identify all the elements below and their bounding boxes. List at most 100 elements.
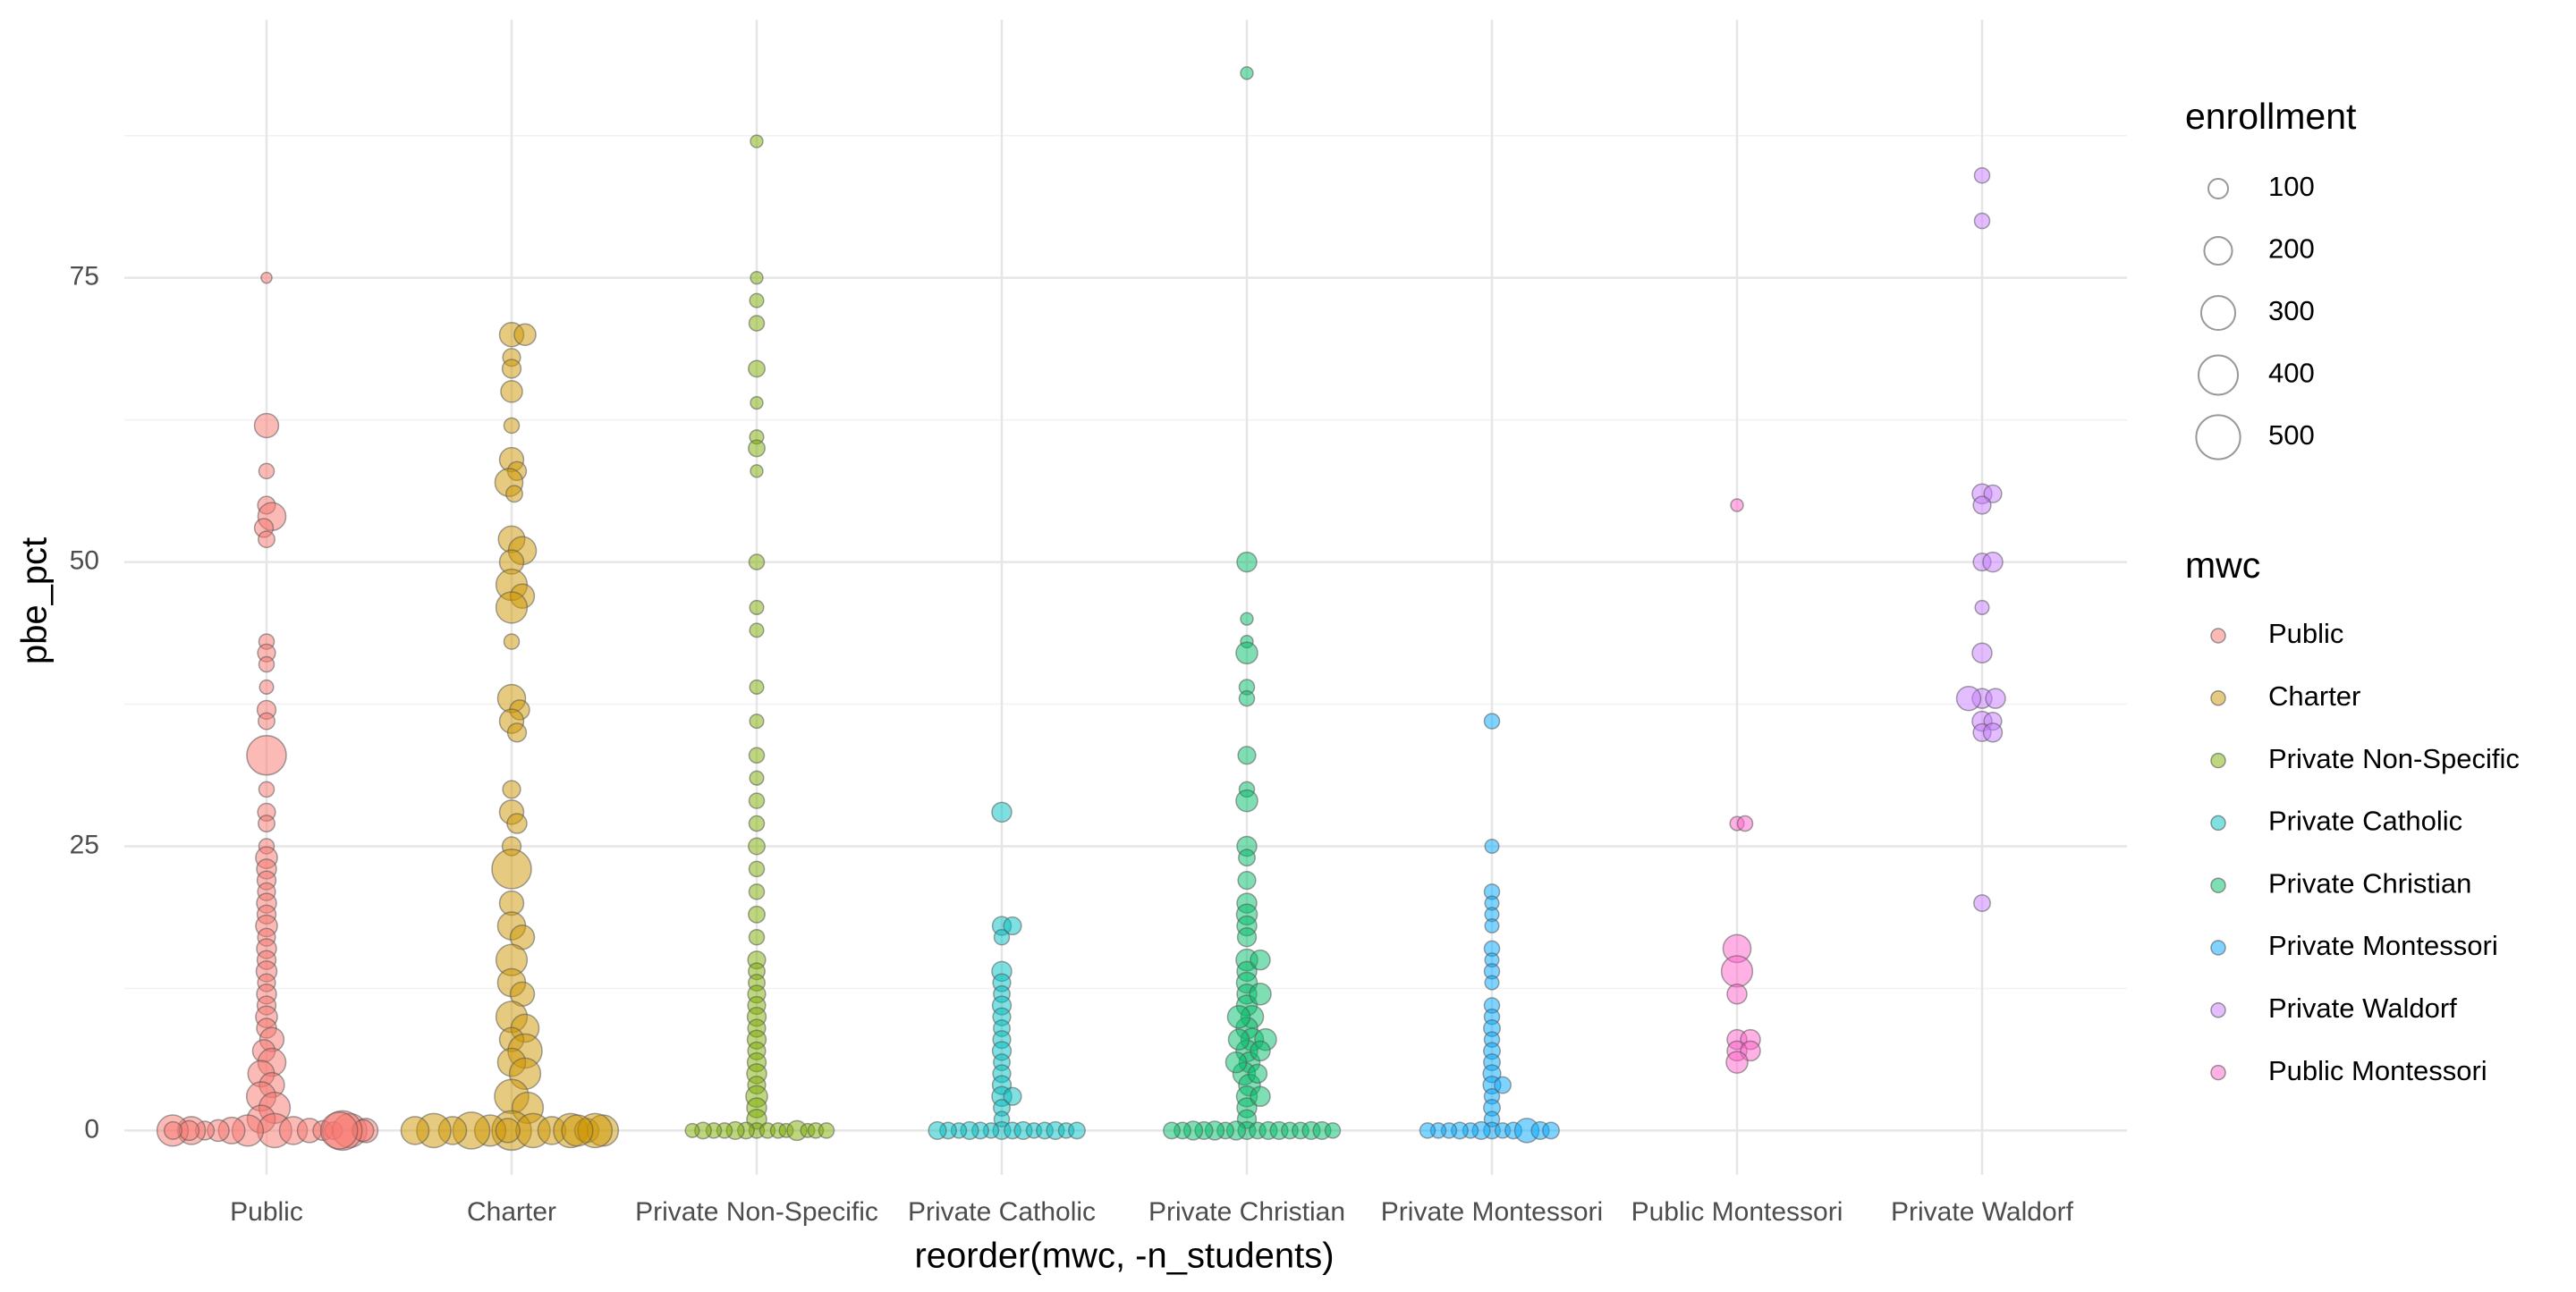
data-point bbox=[321, 1112, 358, 1149]
data-point bbox=[1737, 816, 1752, 832]
data-point bbox=[818, 1123, 834, 1138]
data-point bbox=[507, 814, 527, 833]
data-point bbox=[1325, 1123, 1340, 1138]
data-point bbox=[258, 657, 274, 672]
data-point bbox=[492, 849, 531, 889]
data-point bbox=[1225, 1052, 1246, 1073]
legend-key bbox=[2211, 815, 2225, 830]
data-point bbox=[749, 907, 765, 923]
data-point bbox=[258, 463, 274, 478]
legend-label: Private Non-Specific bbox=[2268, 743, 2520, 774]
legend-label: Public Montessori bbox=[2268, 1055, 2487, 1086]
size-legend-key bbox=[2196, 415, 2240, 459]
data-point bbox=[1250, 1086, 1270, 1106]
data-point bbox=[258, 815, 275, 832]
size-legend-label: 500 bbox=[2268, 419, 2315, 451]
data-point bbox=[928, 1122, 946, 1140]
data-point bbox=[750, 135, 763, 148]
size-legend-key bbox=[2204, 237, 2232, 265]
data-point bbox=[1485, 975, 1499, 990]
legend-label: Private Catholic bbox=[2268, 806, 2462, 837]
data-point bbox=[749, 747, 764, 763]
size-legend-label: 100 bbox=[2268, 171, 2315, 202]
data-point bbox=[1731, 499, 1743, 511]
data-point bbox=[1236, 790, 1258, 812]
size-legend-key bbox=[2201, 296, 2235, 330]
data-point bbox=[1972, 643, 1992, 663]
data-point bbox=[1984, 723, 2003, 742]
x-tick-label: Private Catholic bbox=[908, 1197, 1096, 1227]
data-point bbox=[749, 440, 765, 456]
data-point bbox=[750, 771, 764, 785]
legend-key bbox=[2211, 754, 2225, 768]
data-point bbox=[1973, 496, 1991, 514]
x-axis-title: reorder(mwc, -n_students) bbox=[914, 1237, 1334, 1276]
data-point bbox=[1238, 928, 1257, 947]
data-point bbox=[749, 360, 765, 376]
y-tick-label: 75 bbox=[70, 262, 99, 291]
data-point bbox=[258, 781, 274, 797]
legend-label: Private Christian bbox=[2268, 867, 2471, 899]
data-point bbox=[1484, 714, 1499, 729]
data-point bbox=[1986, 688, 2005, 708]
x-tick-label: Public bbox=[230, 1197, 303, 1227]
data-point bbox=[1485, 919, 1499, 933]
data-point bbox=[749, 554, 764, 570]
data-point bbox=[255, 414, 279, 438]
data-point bbox=[1241, 67, 1253, 80]
legend-key bbox=[2211, 1003, 2225, 1018]
data-point bbox=[750, 465, 763, 477]
x-tick-label: Public Montessori bbox=[1631, 1197, 1843, 1227]
size-legend-label: 200 bbox=[2268, 233, 2315, 265]
data-point bbox=[501, 381, 522, 402]
legend-key bbox=[2211, 878, 2225, 892]
legend-key bbox=[2211, 629, 2225, 643]
data-point bbox=[750, 293, 764, 308]
data-point bbox=[496, 1119, 520, 1143]
data-point bbox=[1237, 553, 1257, 572]
data-point bbox=[1250, 984, 1271, 1005]
size-legend-label: 300 bbox=[2268, 295, 2315, 326]
data-point bbox=[1239, 849, 1255, 866]
data-point bbox=[259, 680, 274, 695]
data-point bbox=[1250, 950, 1270, 970]
data-point bbox=[1419, 1123, 1435, 1138]
data-point bbox=[1543, 1122, 1559, 1138]
data-point bbox=[749, 930, 764, 945]
data-point bbox=[749, 838, 765, 854]
data-point bbox=[750, 680, 764, 695]
data-point bbox=[504, 634, 519, 649]
y-tick-label: 50 bbox=[70, 546, 99, 576]
data-point bbox=[1069, 1122, 1085, 1138]
size-legend-label: 400 bbox=[2268, 358, 2315, 389]
data-point bbox=[1239, 691, 1254, 706]
x-tick-label: Private Waldorf bbox=[1891, 1197, 2074, 1227]
data-point bbox=[401, 1117, 428, 1144]
data-point bbox=[749, 793, 764, 808]
data-point bbox=[749, 816, 764, 832]
data-point bbox=[1983, 553, 2003, 572]
data-point bbox=[749, 884, 764, 899]
data-point bbox=[1250, 1041, 1270, 1060]
data-point bbox=[1726, 1051, 1748, 1073]
data-point bbox=[503, 781, 521, 798]
data-point bbox=[1727, 984, 1747, 1004]
data-point bbox=[504, 418, 519, 433]
data-point bbox=[1974, 895, 1990, 911]
data-point bbox=[749, 316, 764, 331]
data-point bbox=[750, 714, 764, 729]
data-point bbox=[261, 273, 272, 283]
x-tick-label: Private Montessori bbox=[1381, 1197, 1603, 1227]
x-tick-label: Private Non-Specific bbox=[635, 1197, 878, 1227]
data-point bbox=[165, 1122, 182, 1140]
legend-key bbox=[2211, 691, 2225, 705]
size-legend-key bbox=[2199, 356, 2238, 395]
legend-key bbox=[2211, 1066, 2225, 1080]
color-legend-title: mwc bbox=[2185, 545, 2260, 586]
x-tick-label: Charter bbox=[467, 1197, 556, 1227]
data-point bbox=[508, 723, 527, 742]
data-point bbox=[1957, 687, 1981, 711]
y-tick-label: 0 bbox=[84, 1114, 99, 1144]
size-legend-title: enrollment bbox=[2185, 96, 2357, 137]
data-point bbox=[750, 601, 764, 615]
